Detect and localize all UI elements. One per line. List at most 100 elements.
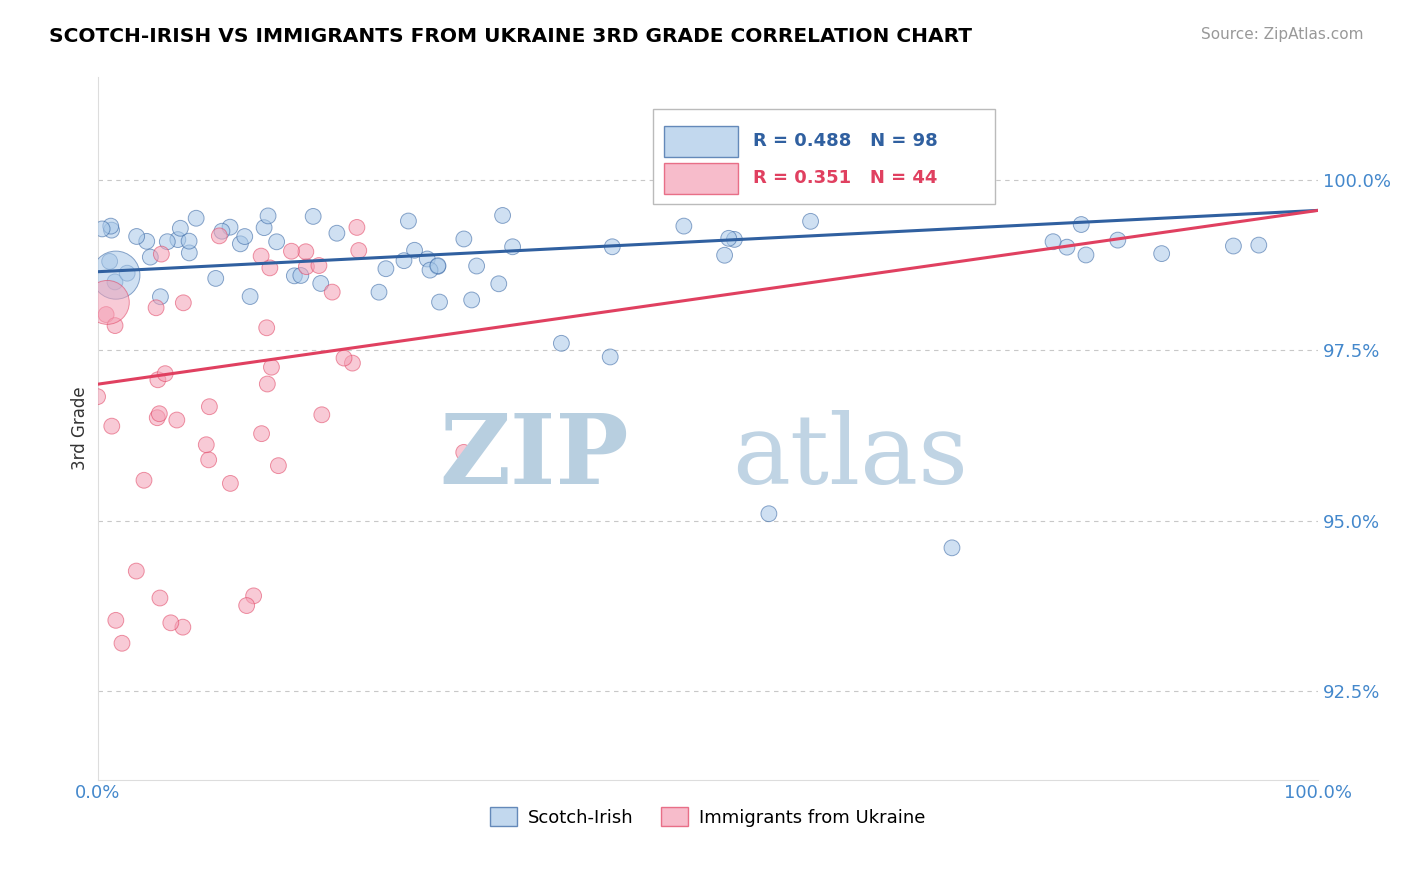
Legend: Scotch-Irish, Immigrants from Ukraine: Scotch-Irish, Immigrants from Ukraine xyxy=(484,800,932,834)
Point xyxy=(250,426,273,441)
Point xyxy=(374,261,396,276)
Point xyxy=(723,232,745,246)
Point xyxy=(139,250,162,264)
Point xyxy=(150,247,173,261)
Point xyxy=(758,507,780,521)
Point xyxy=(94,308,117,322)
Point xyxy=(600,240,623,254)
Point xyxy=(256,320,278,334)
Point xyxy=(208,228,231,243)
Point xyxy=(309,277,332,291)
Point xyxy=(239,289,262,303)
Point xyxy=(460,293,482,307)
Point xyxy=(311,408,333,422)
Point xyxy=(465,259,488,273)
Point xyxy=(132,473,155,487)
Point xyxy=(1070,218,1092,232)
Point xyxy=(156,235,179,249)
Point xyxy=(86,390,108,404)
Point xyxy=(98,254,121,268)
Point xyxy=(342,356,364,370)
FancyBboxPatch shape xyxy=(652,109,994,204)
Point xyxy=(941,541,963,555)
Point xyxy=(100,223,122,237)
Text: R = 0.351   N = 44: R = 0.351 N = 44 xyxy=(754,169,938,186)
Point xyxy=(250,249,273,263)
Point xyxy=(491,209,513,223)
Point xyxy=(308,259,330,273)
Text: atlas: atlas xyxy=(733,409,969,504)
Point xyxy=(169,221,191,235)
Point xyxy=(159,615,181,630)
Point xyxy=(219,220,242,235)
Point xyxy=(125,229,148,244)
Point xyxy=(1107,233,1129,247)
Point xyxy=(426,260,449,274)
Point xyxy=(295,260,318,274)
Point xyxy=(125,564,148,578)
Point xyxy=(404,244,426,258)
Point xyxy=(346,220,368,235)
Point xyxy=(1074,248,1097,262)
Point xyxy=(416,252,439,266)
Text: ZIP: ZIP xyxy=(439,409,628,504)
Point xyxy=(1150,246,1173,260)
Point xyxy=(283,268,305,283)
Point xyxy=(111,636,134,650)
Point xyxy=(392,253,415,268)
Point xyxy=(717,231,740,245)
Point xyxy=(488,277,510,291)
FancyBboxPatch shape xyxy=(664,126,738,157)
Point xyxy=(672,219,695,233)
Point xyxy=(1042,235,1064,249)
Point xyxy=(104,275,127,289)
Point xyxy=(419,263,441,277)
Point xyxy=(396,214,419,228)
Point xyxy=(235,599,257,613)
Text: R = 0.488   N = 98: R = 0.488 N = 98 xyxy=(754,132,938,150)
Point xyxy=(96,295,118,310)
Point xyxy=(179,246,201,260)
Point xyxy=(333,351,356,365)
Point xyxy=(368,285,391,300)
Point xyxy=(104,268,127,282)
Point xyxy=(233,229,256,244)
Point xyxy=(219,476,242,491)
Point xyxy=(149,591,172,605)
Point xyxy=(195,438,218,452)
Point xyxy=(91,222,114,236)
Text: SCOTCH-IRISH VS IMMIGRANTS FROM UKRAINE 3RD GRADE CORRELATION CHART: SCOTCH-IRISH VS IMMIGRANTS FROM UKRAINE … xyxy=(49,27,972,45)
Point xyxy=(101,419,124,434)
Point xyxy=(242,589,264,603)
Point xyxy=(146,410,169,425)
Point xyxy=(166,413,188,427)
Point xyxy=(295,244,318,259)
Point xyxy=(550,336,572,351)
Point xyxy=(713,248,735,262)
Point xyxy=(260,360,283,375)
Point xyxy=(267,458,290,473)
Point xyxy=(1222,239,1244,253)
Point xyxy=(321,285,343,299)
Point xyxy=(172,620,194,634)
Point xyxy=(204,271,226,285)
Point xyxy=(599,350,621,364)
Point xyxy=(502,240,524,254)
Point xyxy=(290,268,312,283)
Point xyxy=(326,226,349,240)
Point xyxy=(253,220,276,235)
Point xyxy=(453,445,475,459)
Point xyxy=(104,613,127,627)
Point xyxy=(280,244,302,259)
Point xyxy=(145,301,167,315)
Point xyxy=(256,376,278,391)
Point xyxy=(1056,240,1078,254)
Point xyxy=(153,367,176,381)
Point xyxy=(148,407,170,421)
Y-axis label: 3rd Grade: 3rd Grade xyxy=(72,387,89,470)
Point xyxy=(100,219,122,234)
FancyBboxPatch shape xyxy=(664,163,738,194)
Point xyxy=(186,211,208,226)
Point xyxy=(115,266,138,280)
Point xyxy=(135,235,157,249)
